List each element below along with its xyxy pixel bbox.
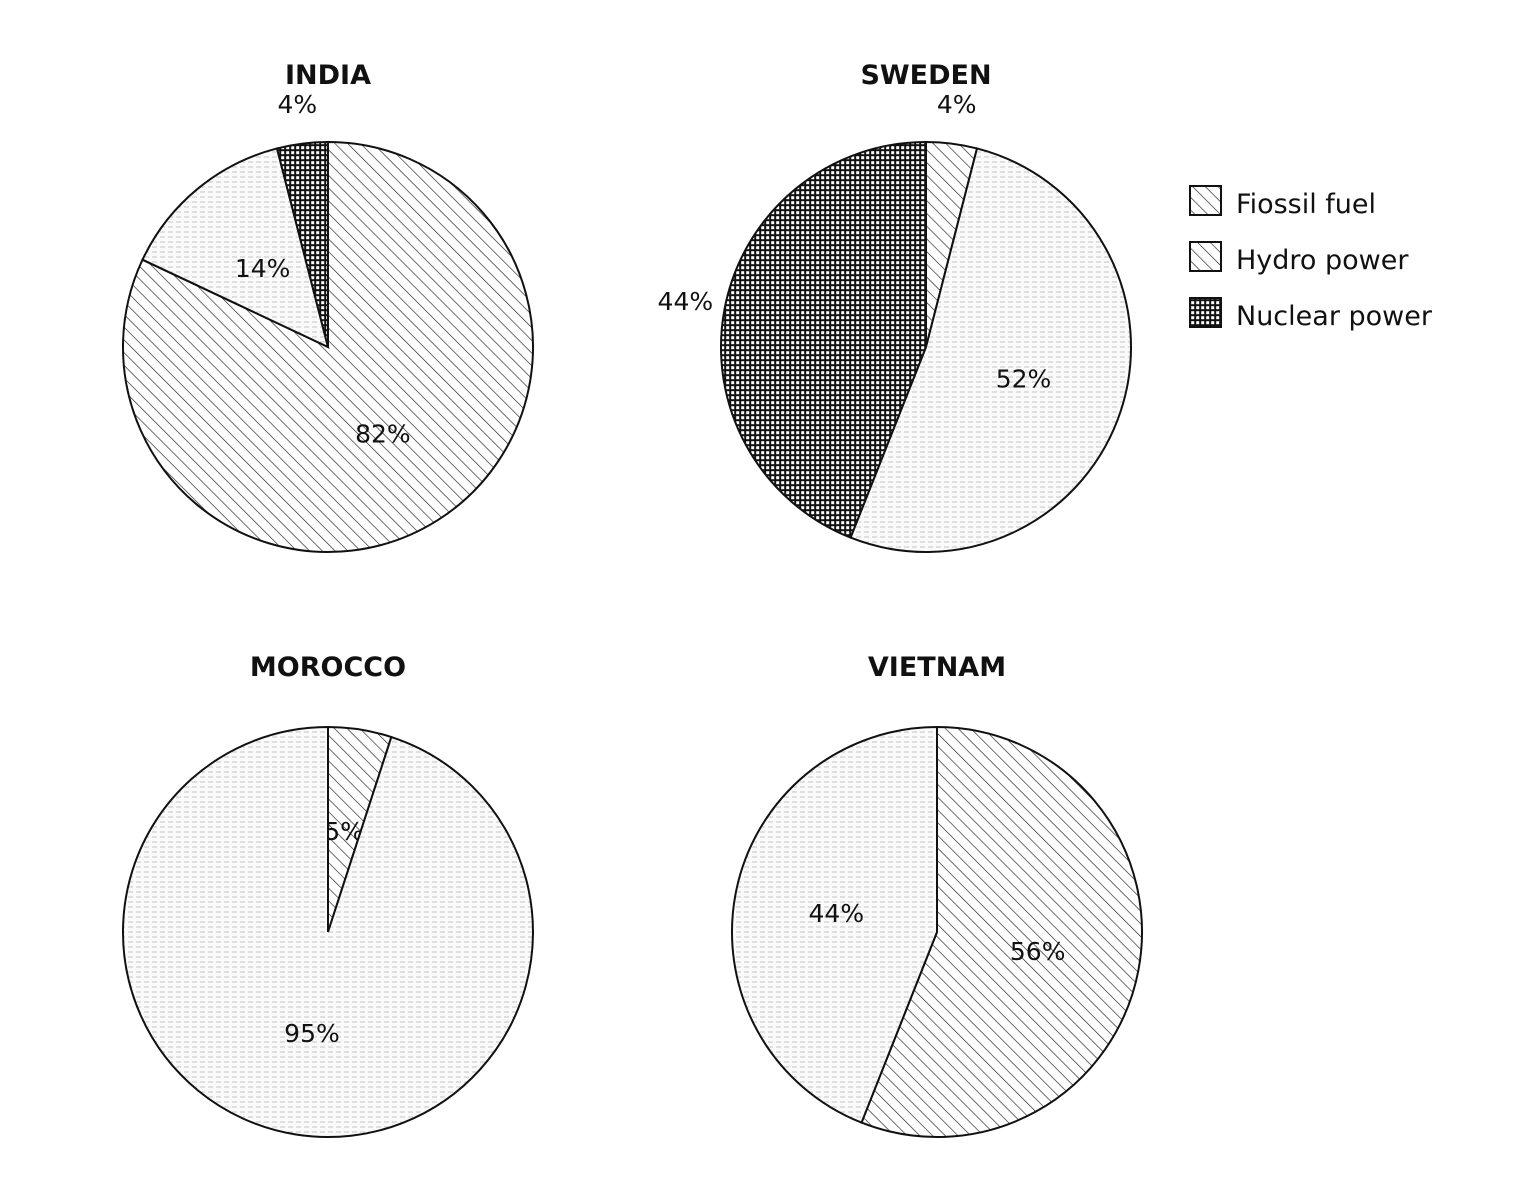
slice-nuclear-power	[720, 140, 927, 539]
legend-label: Nuclear power	[1236, 301, 1433, 332]
pie-title: VIETNAM	[868, 652, 1006, 683]
legend-label: Fiossil fuel	[1236, 189, 1376, 220]
pie-title: MOROCCO	[250, 652, 406, 683]
legend: Fiossil fuel Hydro power Nuclear power	[1189, 185, 1433, 332]
slice-label: 44%	[809, 899, 865, 928]
slice-hydro-power	[122, 725, 534, 1138]
slice-label: 14%	[235, 254, 291, 283]
slice-label: 95%	[284, 1019, 340, 1048]
legend-item-hydro-power: Hydro power	[1189, 241, 1409, 276]
legend-swatch	[1189, 297, 1222, 328]
slice-label: 82%	[355, 420, 411, 449]
legend-swatch	[1189, 241, 1222, 272]
slice-label: 56%	[1010, 937, 1066, 966]
slice-label: 4%	[277, 90, 317, 119]
slice-hydro-power	[141, 147, 330, 349]
slice-hydro-power	[731, 725, 938, 1124]
slice-fiossil-fuel	[860, 725, 1143, 1138]
legend-label: Hydro power	[1236, 245, 1409, 276]
pie-india: INDIA 82% 14% 4%	[122, 60, 534, 553]
pie-title: SWEDEN	[860, 60, 991, 91]
legend-item-fiossil-fuel: Fiossil fuel	[1189, 185, 1376, 220]
slice-hydro-power	[849, 147, 1132, 553]
pie-vietnam: VIETNAM 56% 44%	[731, 652, 1143, 1138]
legend-item-nuclear-power: Nuclear power	[1189, 297, 1433, 332]
legend-swatch	[1189, 185, 1222, 216]
slice-label: 44%	[658, 287, 714, 316]
pie-title: INDIA	[285, 60, 371, 91]
slice-label: 4%	[937, 90, 977, 119]
slice-nuclear-power	[275, 140, 329, 348]
slice-label: 52%	[996, 365, 1052, 394]
